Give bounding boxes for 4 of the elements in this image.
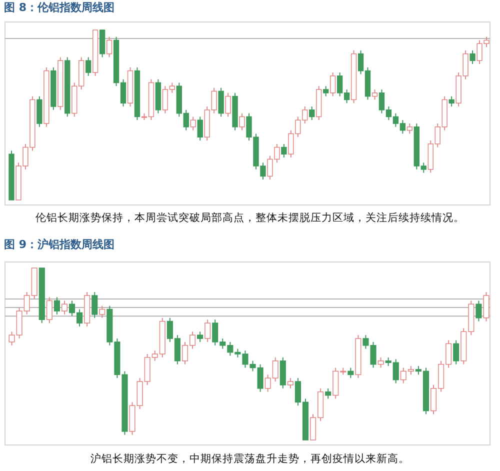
- text: 沪铝长期涨势不变，中期保持震荡盘升走势，再创疫情以来新高。: [90, 452, 410, 465]
- text: 伦铝长期涨势保持，本周尝试突破局部高点，整体未摆脱压力区域，关注后续持续情况。: [36, 211, 464, 224]
- chart-title: 图 9：沪铝指数周线图: [4, 238, 114, 251]
- chart-title: 图 8：伦铝指数周线图: [4, 1, 114, 14]
